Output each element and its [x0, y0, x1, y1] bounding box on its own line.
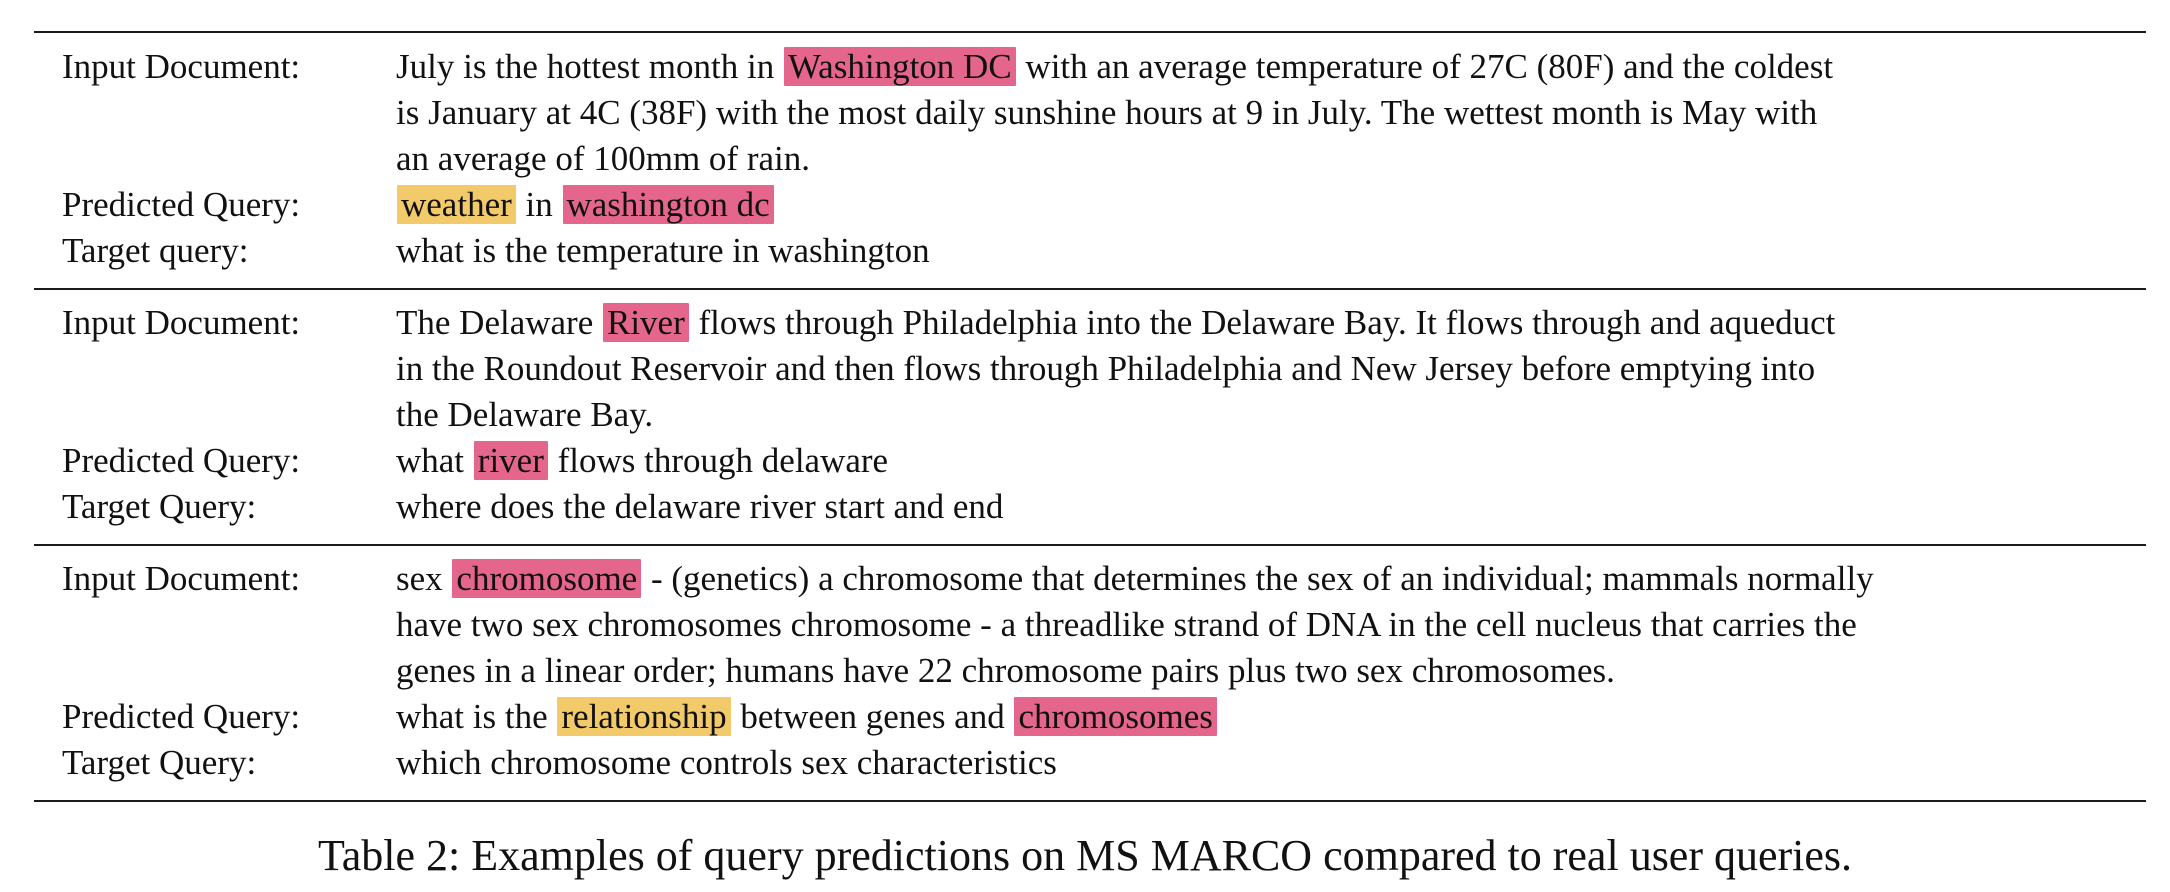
example-block: Input Document: The Delaware River flows… [34, 300, 2146, 530]
table-separator-rule [34, 544, 2146, 546]
text-segment: flows through delaware [548, 441, 889, 480]
predicted-query: what is the relationship between genes a… [396, 694, 2146, 740]
highlighted-term: washington dc [562, 185, 774, 224]
text-segment: sex [396, 559, 452, 598]
document-text: sex chromosome - (genetics) a chromosome… [396, 556, 2146, 694]
target-label: Target query: [62, 231, 249, 270]
text-segment: have two sex chromosomes chromosome - a … [396, 605, 1857, 644]
highlighted-term: chromosome [452, 559, 642, 598]
text-segment: - (genetics) a chromosome that determine… [642, 559, 1874, 598]
document-row: Input Document: sex chromosome - (geneti… [34, 556, 2146, 694]
text-segment: genes in a linear order; humans have 22 … [396, 651, 1615, 690]
target-label: Target Query: [62, 487, 257, 526]
predicted-query: what river flows through delaware [396, 438, 2146, 484]
predicted-row: Predicted Query: what river flows throug… [34, 438, 2146, 484]
text-segment: flows through Philadelphia into the Dela… [689, 303, 1836, 342]
target-row: Target query: what is the temperature in… [34, 228, 2146, 274]
table-separator-rule [34, 288, 2146, 290]
document-row: Input Document: July is the hottest mont… [34, 44, 2146, 182]
text-line: have two sex chromosomes chromosome - a … [396, 602, 2146, 648]
predicted-label: Predicted Query: [62, 185, 301, 224]
target-label: Target Query: [62, 743, 257, 782]
highlighted-term: relationship [557, 697, 731, 736]
predicted-row: Predicted Query: weather in washington d… [34, 182, 2146, 228]
predicted-label: Predicted Query: [62, 697, 301, 736]
target-row: Target Query: where does the delaware ri… [34, 484, 2146, 530]
text-segment: what is the [396, 697, 557, 736]
document-row: Input Document: The Delaware River flows… [34, 300, 2146, 438]
text-line: is January at 4C (38F) with the most dai… [396, 90, 2146, 136]
target-row: Target Query: which chromosome controls … [34, 740, 2146, 786]
predicted-row: Predicted Query: what is the relationshi… [34, 694, 2146, 740]
text-segment: between genes and [731, 697, 1014, 736]
document-text: The Delaware River flows through Philade… [396, 300, 2146, 438]
example-block: Input Document: sex chromosome - (geneti… [34, 556, 2146, 786]
text-segment: in [516, 185, 562, 224]
predicted-query: weather in washington dc [396, 182, 2146, 228]
text-segment: with an average temperature of 27C (80F)… [1016, 47, 1834, 86]
table-bottom-rule [34, 800, 2146, 802]
text-line: an average of 100mm of rain. [396, 136, 2146, 182]
example-block: Input Document: July is the hottest mont… [34, 44, 2146, 274]
document-text: July is the hottest month in Washington … [396, 44, 2146, 182]
text-segment: The Delaware [396, 303, 602, 342]
target-query: where does the delaware river start and … [396, 487, 1004, 526]
text-line: in the Roundout Reservoir and then flows… [396, 346, 2146, 392]
target-query: what is the temperature in washington [396, 231, 930, 270]
text-segment: the Delaware Bay. [396, 395, 654, 434]
text-line: genes in a linear order; humans have 22 … [396, 648, 2146, 694]
predicted-label: Predicted Query: [62, 441, 301, 480]
text-line: sex chromosome - (genetics) a chromosome… [396, 556, 2146, 602]
document-label: Input Document: [62, 47, 301, 86]
document-label: Input Document: [62, 559, 301, 598]
highlighted-term: chromosomes [1014, 697, 1217, 736]
text-segment: what [396, 441, 473, 480]
highlighted-term: weather [397, 185, 516, 224]
text-segment: in the Roundout Reservoir and then flows… [396, 349, 1816, 388]
text-segment: July is the hottest month in [396, 47, 783, 86]
text-segment: is January at 4C (38F) with the most dai… [396, 93, 1818, 132]
text-segment: an average of 100mm of rain. [396, 139, 811, 178]
table-caption: Table 2: Examples of query predictions o… [317, 831, 1853, 880]
text-line: The Delaware River flows through Philade… [396, 300, 2146, 346]
text-line: July is the hottest month in Washington … [396, 44, 2146, 90]
highlighted-term: River [602, 303, 689, 342]
text-line: the Delaware Bay. [396, 392, 2146, 438]
document-label: Input Document: [62, 303, 301, 342]
highlighted-term: Washington DC [783, 47, 1016, 86]
table-top-rule [34, 31, 2146, 33]
target-query: which chromosome controls sex characteri… [396, 743, 1057, 782]
highlighted-term: river [473, 441, 548, 480]
